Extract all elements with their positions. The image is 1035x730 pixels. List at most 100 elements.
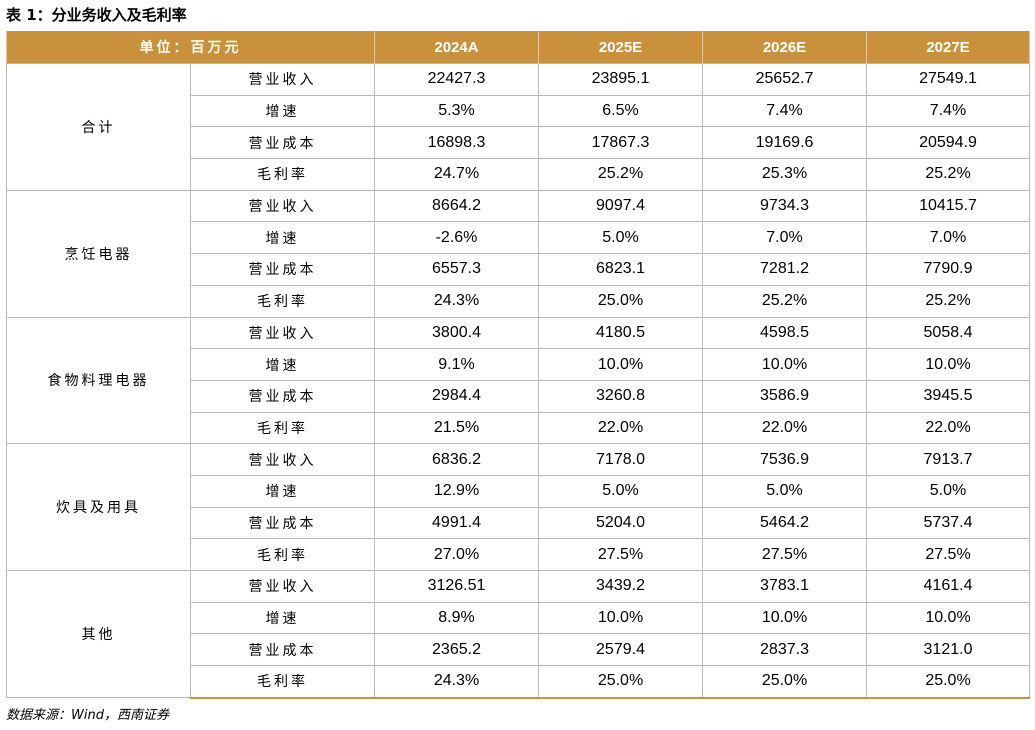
value-cell: 5.3% <box>374 94 539 128</box>
metric-label: 营业收入 <box>190 63 375 96</box>
table-row: 增速 5.3% 6.5% 7.4% 7.4% <box>7 94 1030 128</box>
value-cell: 9.1% <box>374 348 539 381</box>
value-cell: 6836.2 <box>374 443 539 476</box>
value-cell: 10415.7 <box>866 189 1030 223</box>
metric-label: 营业收入 <box>190 570 375 603</box>
metric-label: 毛利率 <box>190 411 375 445</box>
metric-label: 营业成本 <box>190 379 375 413</box>
table-row: 增速 -2.6% 5.0% 7.0% 7.0% <box>7 221 1030 255</box>
value-cell: 25.2% <box>538 158 703 191</box>
value-cell: 7.0% <box>866 221 1030 255</box>
value-cell: 3783.1 <box>702 570 867 603</box>
table-row: 食物料理电器 营业收入 3800.4 4180.5 4598.5 5058.4 <box>6 316 1030 445</box>
table-row: 毛利率 24.7% 25.2% 25.3% 25.2% <box>7 158 1030 191</box>
value-cell: 25.2% <box>702 284 867 318</box>
metric-label: 增速 <box>190 601 375 635</box>
value-cell: 27.0% <box>374 538 539 571</box>
table-row: 炊具及用具 营业收入 6836.2 7178.0 7536.9 7913.7 <box>6 443 1030 571</box>
table-title: 表 1：分业务收入及毛利率 <box>6 6 187 24</box>
metric-label: 营业成本 <box>190 253 375 286</box>
value-cell: 5.0% <box>538 474 703 508</box>
value-cell: 2579.4 <box>538 633 703 667</box>
value-cell: 3121.0 <box>866 633 1030 667</box>
value-cell: 3439.2 <box>538 570 703 603</box>
value-cell: 10.0% <box>866 601 1030 635</box>
value-cell: 7913.7 <box>866 443 1030 476</box>
value-cell: 8.9% <box>374 601 539 635</box>
metric-label: 营业收入 <box>190 316 375 350</box>
value-cell: 2365.2 <box>374 633 539 667</box>
value-cell: 24.3% <box>374 284 539 318</box>
value-cell: 2984.4 <box>374 379 539 413</box>
value-cell: 7.4% <box>702 94 867 128</box>
value-cell: 10.0% <box>866 348 1030 381</box>
metric-label: 营业收入 <box>190 443 375 476</box>
value-cell: 19169.6 <box>702 126 867 160</box>
value-cell: 27.5% <box>866 538 1030 571</box>
value-cell: 2837.3 <box>702 633 867 667</box>
value-cell: 16898.3 <box>374 126 539 160</box>
value-cell: 23895.1 <box>538 63 703 96</box>
metric-label: 营业成本 <box>190 126 375 160</box>
value-cell: 25.0% <box>866 665 1030 699</box>
revenue-margin-table: 单位：百万元 2024A 2025E 2026E 2027E 合计 营业收入 224… <box>6 31 1030 699</box>
value-cell: 5.0% <box>866 474 1030 508</box>
table-row: 增速 12.9% 5.0% 5.0% 5.0% <box>7 474 1030 508</box>
value-cell: 3945.5 <box>866 379 1030 413</box>
table-row: 烹饪电器 营业收入 8664.2 9097.4 9734.3 10415.7 <box>6 189 1030 318</box>
value-cell: 22.0% <box>866 411 1030 445</box>
table-row: 毛利率 27.0% 27.5% 27.5% 27.5% <box>7 538 1030 571</box>
table-row: 营业成本 4991.4 5204.0 5464.2 5737.4 <box>7 506 1030 540</box>
value-cell: 10.0% <box>538 348 703 381</box>
value-cell: 10.0% <box>538 601 703 635</box>
segment-label: 食物料理电器 <box>6 316 191 445</box>
value-cell: 27.5% <box>538 538 703 571</box>
value-cell: 4598.5 <box>702 316 867 350</box>
metric-label: 毛利率 <box>190 158 375 191</box>
value-cell: 6557.3 <box>374 253 539 286</box>
metric-label: 营业成本 <box>190 506 375 540</box>
value-cell: 21.5% <box>374 411 539 445</box>
year-header: 2025E <box>538 31 703 64</box>
value-cell: 9734.3 <box>702 189 867 223</box>
source-note: 数据来源：Wind，西南证券 <box>6 708 169 723</box>
value-cell: 3586.9 <box>702 379 867 413</box>
value-cell: 24.3% <box>374 665 539 699</box>
value-cell: 25.0% <box>702 665 867 699</box>
value-cell: 4991.4 <box>374 506 539 540</box>
metric-label: 增速 <box>190 221 375 255</box>
value-cell: 6.5% <box>538 94 703 128</box>
metric-label: 营业成本 <box>190 633 375 667</box>
value-cell: 20594.9 <box>866 126 1030 160</box>
value-cell: 22.0% <box>538 411 703 445</box>
value-cell: 22.0% <box>702 411 867 445</box>
metric-label: 毛利率 <box>190 665 375 699</box>
value-cell: 7.4% <box>866 94 1030 128</box>
value-cell: 3260.8 <box>538 379 703 413</box>
segment-label: 合计 <box>6 63 191 191</box>
value-cell: 27.5% <box>702 538 867 571</box>
value-cell: -2.6% <box>374 221 539 255</box>
value-cell: 8664.2 <box>374 189 539 223</box>
table-row: 其他 营业收入 3126.51 3439.2 3783.1 4161.4 <box>6 569 1030 699</box>
table-row: 毛利率 21.5% 22.0% 22.0% 22.0% <box>7 411 1030 445</box>
unit-header: 单位：百万元 <box>6 31 375 64</box>
table-row: 合计 营业收入 22427.3 23895.1 25652.7 27549.1 <box>6 63 1030 191</box>
value-cell: 7790.9 <box>866 253 1030 286</box>
metric-label: 增速 <box>190 474 375 508</box>
value-cell: 4161.4 <box>866 570 1030 603</box>
table-body: 合计 营业收入 22427.3 23895.1 25652.7 27549.1 增速 5.3%… <box>6 63 1030 699</box>
value-cell: 24.7% <box>374 158 539 191</box>
value-cell: 17867.3 <box>538 126 703 160</box>
value-cell: 6823.1 <box>538 253 703 286</box>
value-cell: 7178.0 <box>538 443 703 476</box>
year-header: 2026E <box>702 31 867 64</box>
metric-label: 毛利率 <box>190 284 375 318</box>
value-cell: 25652.7 <box>702 63 867 96</box>
table-row: 毛利率 24.3% 25.0% 25.2% 25.2% <box>7 284 1030 318</box>
value-cell: 5058.4 <box>866 316 1030 350</box>
year-header: 2027E <box>866 31 1030 64</box>
metric-label: 增速 <box>190 348 375 381</box>
value-cell: 5464.2 <box>702 506 867 540</box>
metric-label: 增速 <box>190 94 375 128</box>
